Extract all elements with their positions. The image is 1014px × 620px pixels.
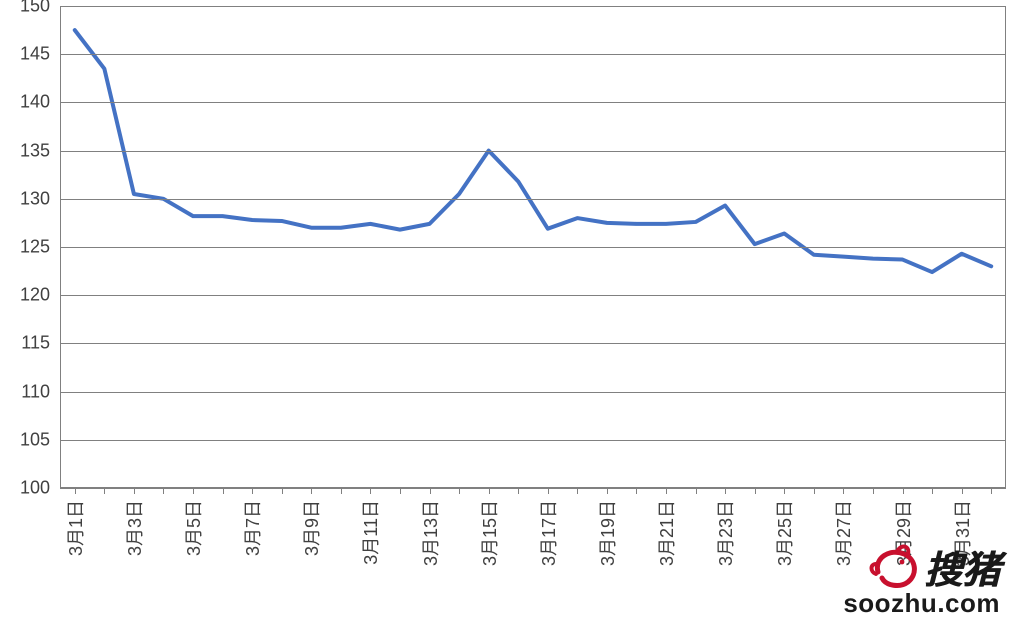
line-chart: 100 105 110 115 120 125 130 135 140 145 150 3月1日 3月… [0,0,1014,620]
y-tick-label: 105 [0,429,50,450]
x-tick-label: 3月19日 [594,500,620,566]
chart-svg [0,0,1014,620]
y-tick-label: 145 [0,44,50,65]
x-tick-label: 3月7日 [239,500,265,556]
y-tick-label: 150 [0,0,50,17]
y-gridline [60,343,1006,344]
y-tick-label: 135 [0,140,50,161]
y-gridline [60,199,1006,200]
y-tick-label: 120 [0,285,50,306]
x-tick-label: 3月17日 [535,500,561,566]
y-tick-label: 115 [0,333,50,354]
x-tick-label: 3月9日 [298,500,324,556]
x-tick-label: 3月29日 [890,500,916,566]
x-tick-label: 3月21日 [653,500,679,566]
x-tick-label: 3月27日 [830,500,856,566]
y-gridline [60,54,1006,55]
x-tick-label: 3月5日 [180,500,206,556]
y-tick-label: 100 [0,478,50,499]
y-gridline [60,247,1006,248]
x-tick-label: 3月3日 [121,500,147,556]
y-gridline [60,295,1006,296]
y-gridline [60,102,1006,103]
x-tick-label: 3月25日 [771,500,797,566]
y-tick-label: 140 [0,92,50,113]
y-gridline [60,488,1006,489]
x-tick-label: 3月11日 [357,500,383,565]
x-tick-label: 3月23日 [712,500,738,566]
y-gridline [60,6,1006,7]
y-gridline [60,440,1006,441]
x-tick-label: 3月13日 [417,500,443,566]
y-tick-label: 110 [0,381,50,402]
x-tick-label: 3月15日 [476,500,502,566]
x-tick-label: 3月31日 [949,500,975,566]
x-tick-label: 3月1日 [62,500,88,556]
y-gridline [60,151,1006,152]
y-tick-label: 130 [0,188,50,209]
y-gridline [60,392,1006,393]
y-tick-label: 125 [0,237,50,258]
